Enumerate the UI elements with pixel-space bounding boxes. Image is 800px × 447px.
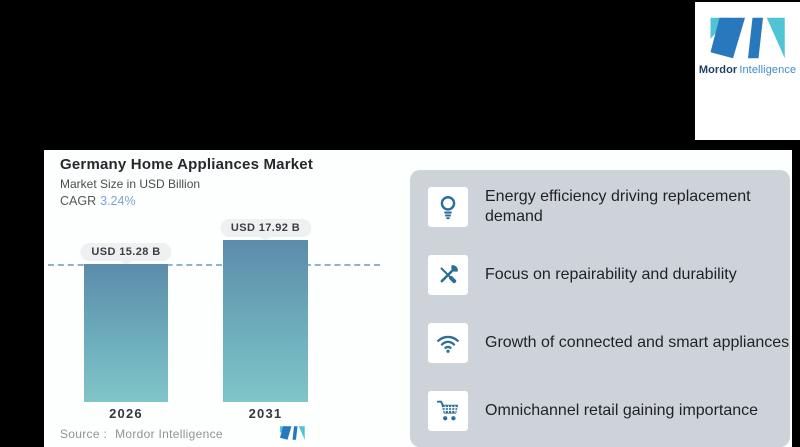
highlight-row-energy: Energy efficiency driving replacement de… [410, 173, 790, 241]
source-label: Source : [60, 427, 108, 441]
brand-logo-box: Mordor Intelligence [695, 2, 800, 140]
brand-wordmark: Mordor Intelligence [695, 64, 800, 76]
highlights-panel: Energy efficiency driving replacement de… [410, 170, 790, 447]
tools-icon [428, 255, 468, 295]
bar-group-2031: USD 17.92 B 2031 [219, 150, 312, 447]
cagr-row: CAGR 3.24% [60, 194, 136, 208]
source-attribution: Source : Mordor Intelligence [60, 427, 223, 441]
highlight-text: Growth of connected and smart appliances [485, 333, 790, 351]
lightbulb-icon [428, 187, 468, 227]
highlight-text: Focus on repairability and durability [485, 265, 737, 283]
highlight-text: Omnichannel retail gaining importance [485, 401, 759, 419]
bar-group-2026: USD 15.28 B 2026 [80, 150, 172, 447]
cagr-label: CAGR [60, 194, 97, 208]
highlight-row-repairability: Focus on repairability and durability [410, 241, 790, 309]
brand-name-bold: Mordor [698, 64, 738, 76]
cagr-value: 3.24% [100, 194, 136, 208]
chart-subtitle: Market Size in USD Billion [60, 177, 201, 191]
source-value: Mordor Intelligence [115, 427, 223, 441]
mordor-logo-mark-icon [280, 426, 305, 445]
wifi-icon [428, 323, 468, 363]
highlight-text: Energy efficiency driving replacement de… [485, 187, 751, 225]
axis-label-2031: 2031 [248, 406, 283, 421]
bar-2026 [84, 264, 168, 402]
chart-card: Germany Home Appliances Market Market Si… [44, 150, 406, 447]
content-background: Germany Home Appliances Market Market Si… [44, 150, 792, 447]
reference-dashed-line [48, 264, 380, 266]
page-title: Germany Home Appliances Market [60, 156, 314, 173]
highlight-row-omnichannel: Omnichannel retail gaining importance [410, 377, 790, 445]
axis-label-2026: 2026 [109, 406, 143, 421]
brand-name-light: Intelligence [739, 64, 797, 76]
value-badge-2031: USD 17.92 B [219, 219, 312, 237]
shopping-cart-icon [428, 391, 468, 431]
highlight-row-smart: Growth of connected and smart appliances [410, 309, 790, 377]
value-badge-2026: USD 15.28 B [80, 243, 172, 261]
mordor-logo-mark-icon [710, 17, 785, 59]
bar-2031 [223, 240, 308, 402]
